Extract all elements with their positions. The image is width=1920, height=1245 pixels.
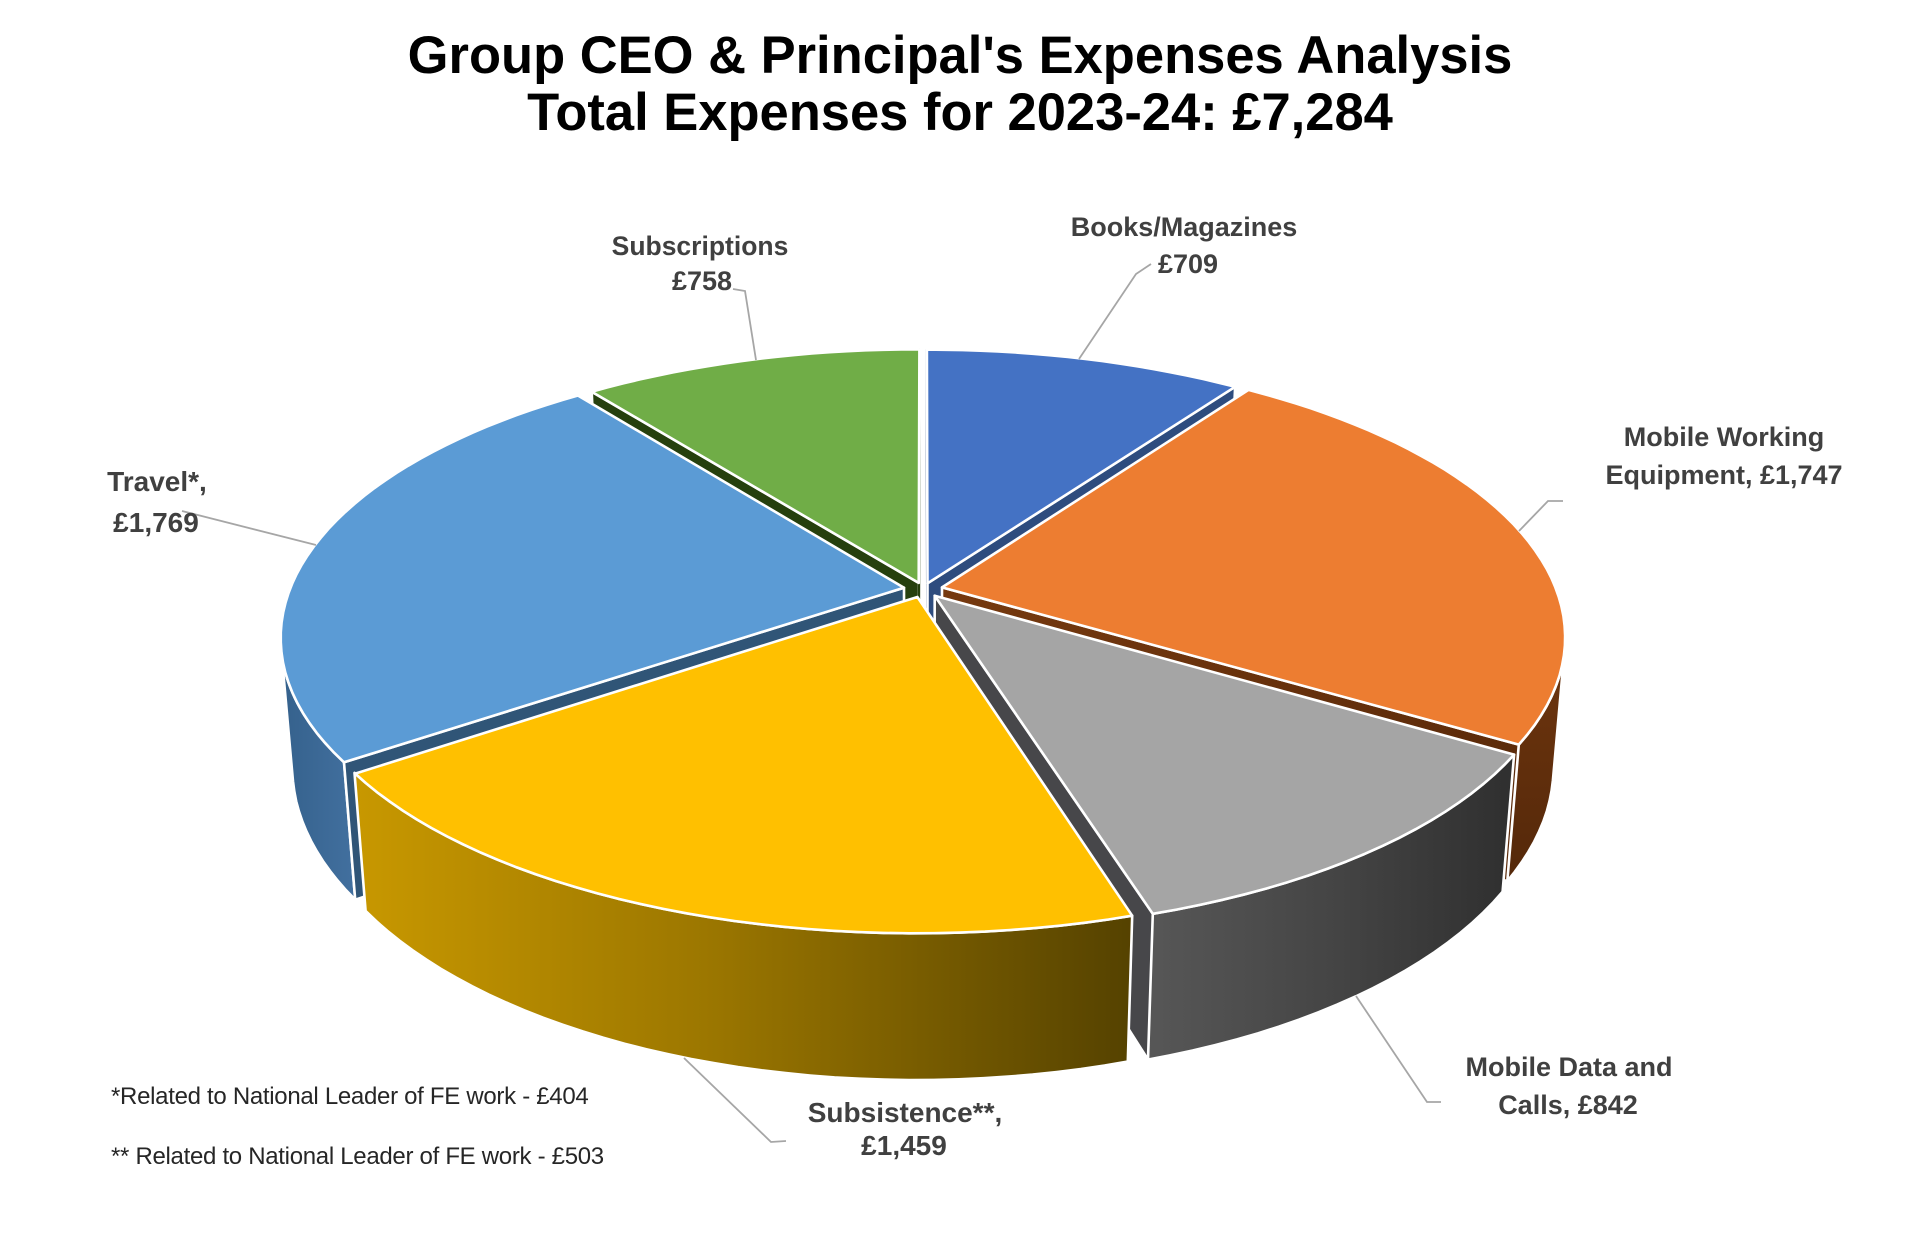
svg-text:Subscriptions: Subscriptions: [612, 231, 789, 261]
svg-text:Total Expenses for 2023-24: £7: Total Expenses for 2023-24: £7,284: [527, 83, 1393, 142]
svg-text:£709: £709: [1158, 249, 1218, 279]
svg-text:Mobile Working: Mobile Working: [1624, 422, 1825, 452]
svg-text:*Related to National Leader of: *Related to National Leader of FE work -…: [111, 1083, 588, 1110]
svg-text:Subsistence**,: Subsistence**,: [808, 1097, 1003, 1128]
svg-text:Calls, £842: Calls, £842: [1498, 1090, 1638, 1120]
svg-text:£1,459: £1,459: [861, 1130, 947, 1161]
svg-text:£758: £758: [672, 266, 732, 296]
svg-text:£1,769: £1,769: [113, 507, 199, 538]
svg-text:Books/Magazines: Books/Magazines: [1071, 212, 1298, 242]
svg-text:** Related to National Leader: ** Related to National Leader of FE work…: [111, 1143, 604, 1170]
svg-text:Group CEO & Principal's Expens: Group CEO & Principal's Expenses Analysi…: [408, 26, 1513, 85]
svg-text:Equipment, £1,747: Equipment, £1,747: [1605, 460, 1842, 490]
svg-text:Mobile Data and: Mobile Data and: [1465, 1052, 1672, 1082]
svg-text:Travel*,: Travel*,: [107, 466, 207, 497]
